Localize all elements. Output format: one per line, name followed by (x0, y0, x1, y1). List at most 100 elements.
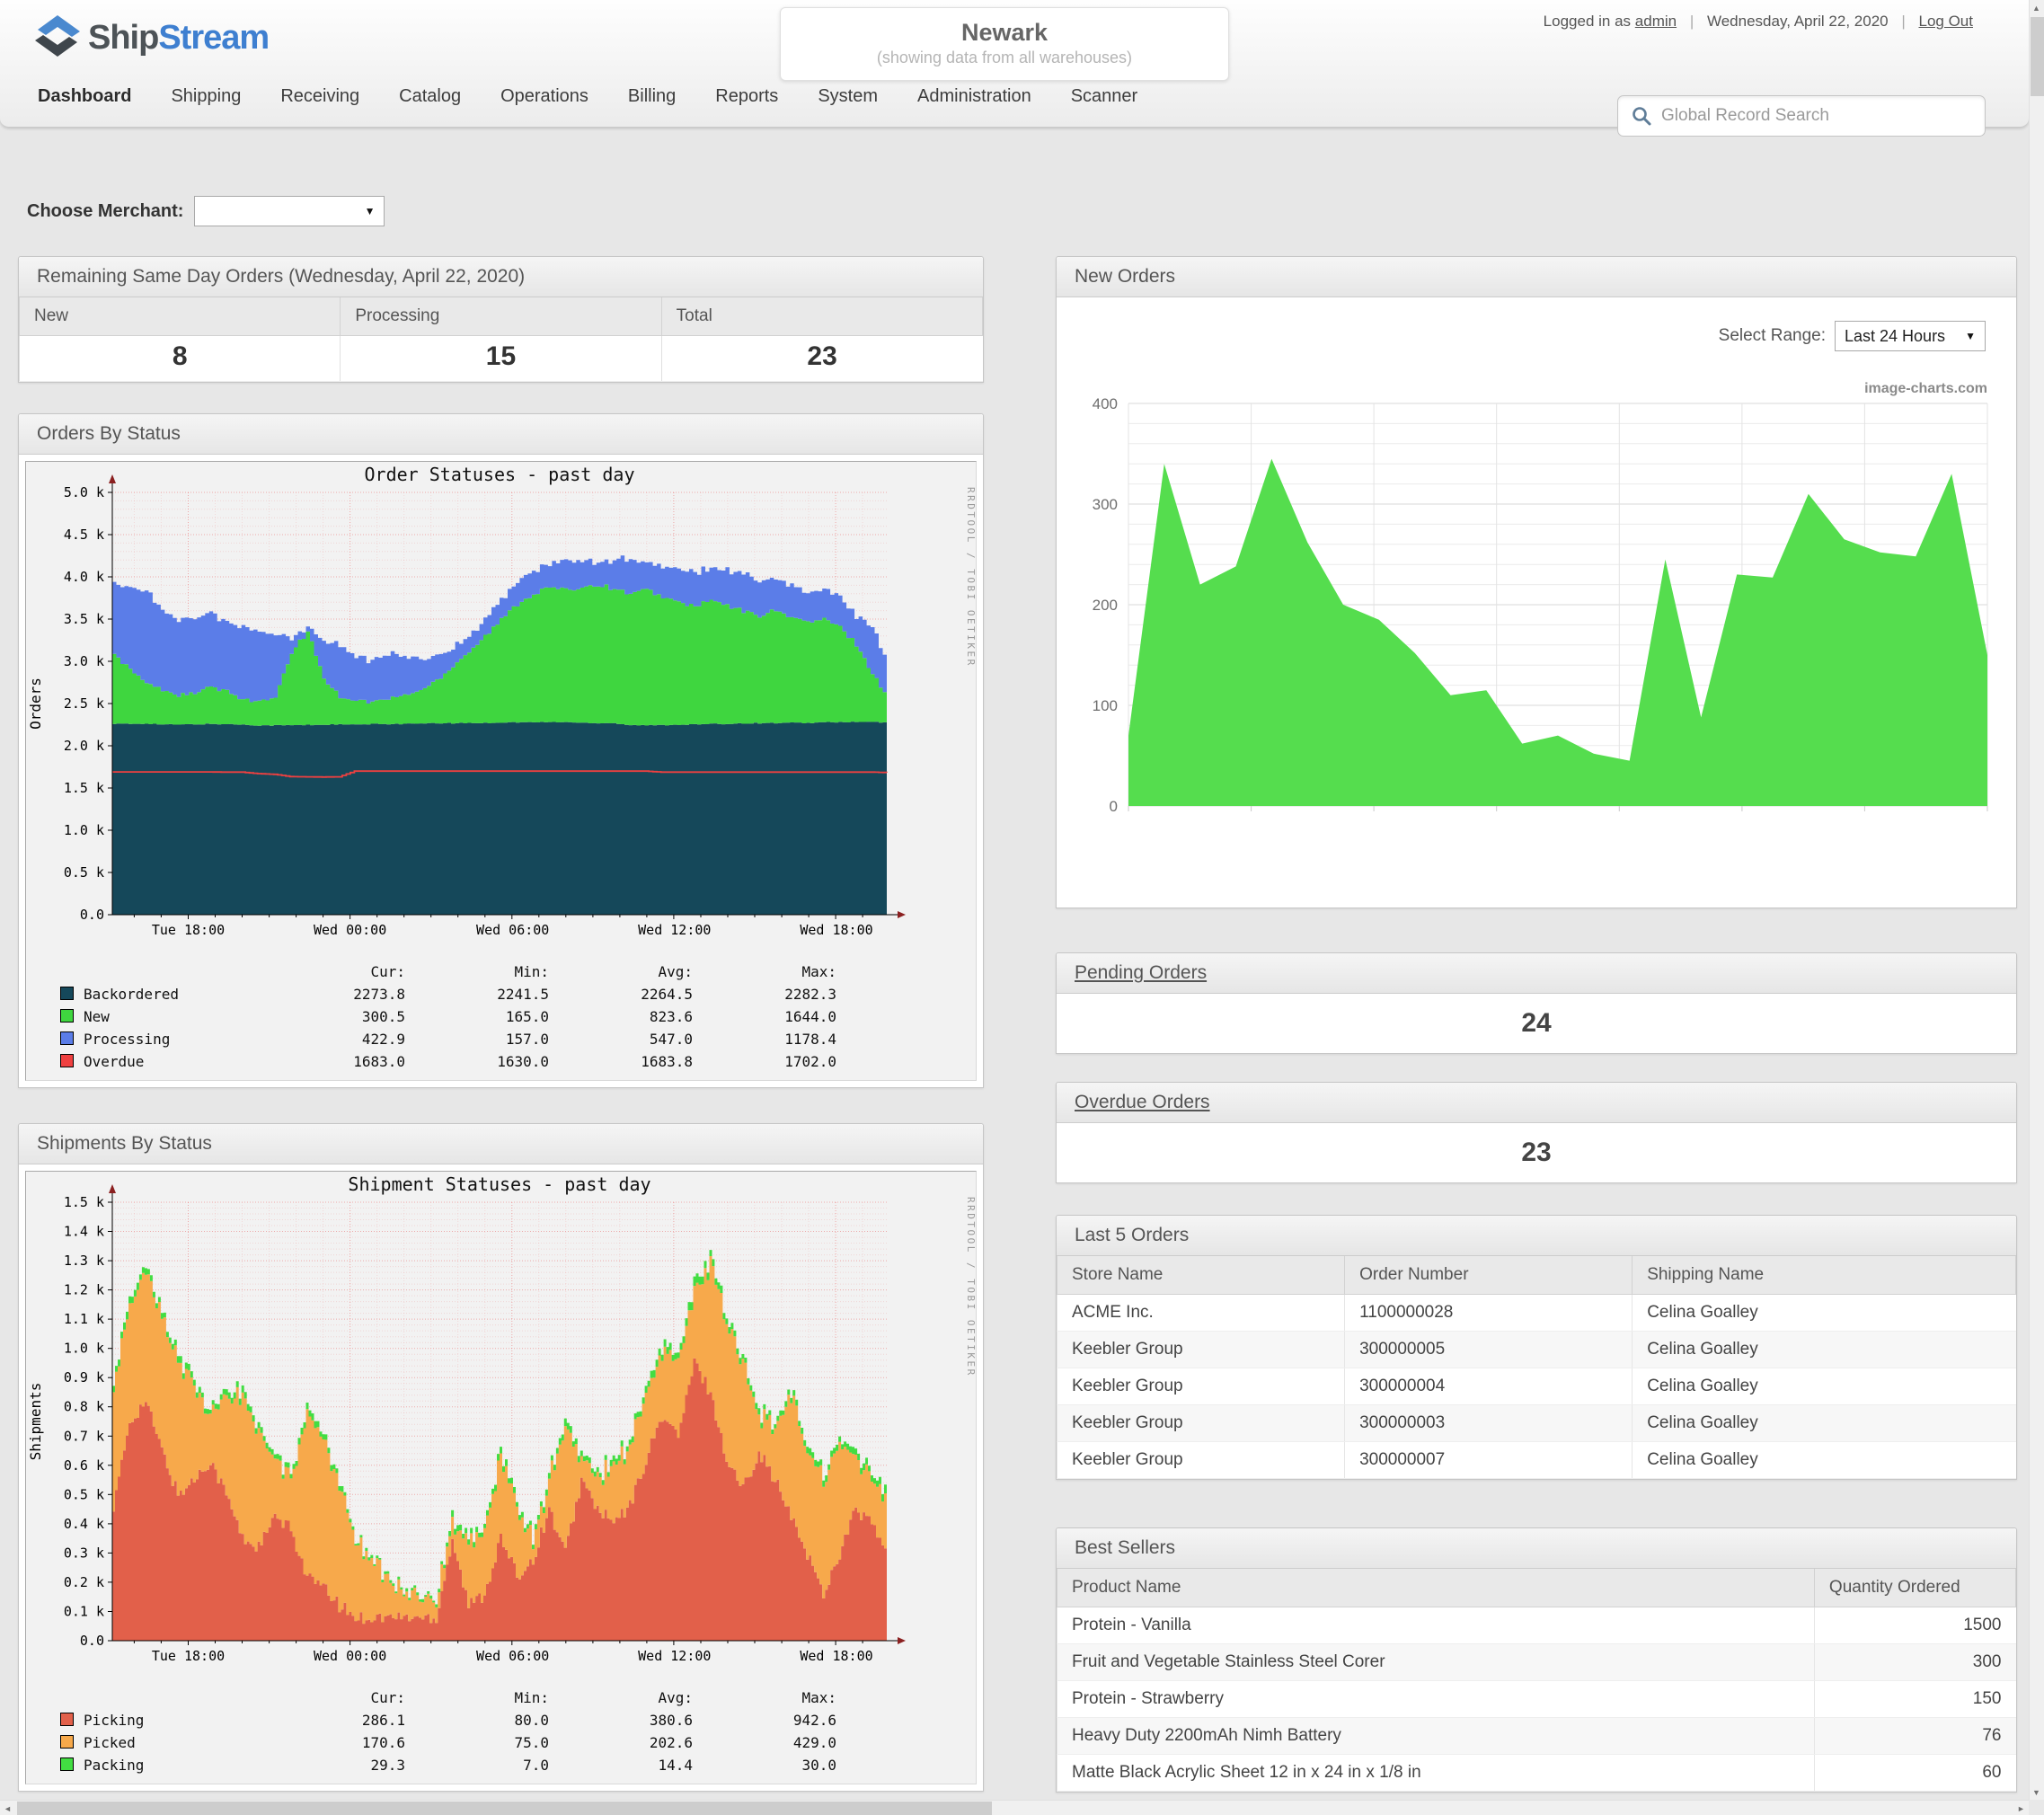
svg-text:1.0 k: 1.0 k (64, 1341, 104, 1357)
svg-text:2.5 k: 2.5 k (64, 695, 104, 712)
stat-value: 23 (661, 336, 982, 382)
shipping-name-cell: Celina Goalley (1633, 1332, 2016, 1368)
logout-link[interactable]: Log Out (1919, 13, 1974, 30)
quantity-cell: 300 (1814, 1644, 2015, 1681)
legend-header: Cur:Min:Avg:Max: (53, 961, 976, 983)
vertical-scrollbar[interactable]: ▲ ▼ (2029, 0, 2044, 1815)
scroll-right-icon[interactable]: ► (2013, 1801, 2029, 1815)
legend-row: Packing29.37.014.430.0 (53, 1754, 976, 1776)
column-header: Quantity Ordered (1814, 1569, 2015, 1607)
warehouse-card[interactable]: Newark (showing data from all warehouses… (780, 7, 1229, 81)
svg-text:0.6 k: 0.6 k (64, 1457, 104, 1474)
product-row: Heavy Duty 2200mAh Nimh Battery 76 (1057, 1718, 2016, 1755)
order-number-cell: 1100000028 (1345, 1295, 1633, 1332)
svg-text:0.5 k: 0.5 k (64, 864, 104, 881)
svg-text:200: 200 (1093, 597, 1118, 614)
column-header: Shipping Name (1633, 1256, 2016, 1295)
overdue-orders-link[interactable]: Overdue Orders (1075, 1092, 1210, 1113)
quantity-cell: 76 (1814, 1718, 2015, 1755)
svg-text:0.5 k: 0.5 k (64, 1486, 104, 1502)
svg-text:Orders: Orders (27, 677, 44, 730)
svg-text:Wed 18:00: Wed 18:00 (800, 922, 872, 938)
order-number-cell: 300000003 (1345, 1405, 1633, 1442)
scroll-down-icon[interactable]: ▼ (2029, 1784, 2044, 1800)
svg-text:Tue 18:00: Tue 18:00 (152, 1648, 225, 1664)
range-select[interactable]: Last 24 Hours ▼ (1835, 321, 1986, 351)
shipments_by_status-svg: 0.00.1 k0.2 k0.3 k0.4 k0.5 k0.6 k0.7 k0.… (26, 1172, 975, 1680)
nav-item[interactable]: Shipping (171, 86, 241, 107)
order-number-cell: 300000004 (1345, 1368, 1633, 1405)
legend-row: Backordered2273.82241.52264.52282.3 (53, 983, 976, 1005)
scroll-up-icon[interactable]: ▲ (2029, 0, 2044, 15)
svg-text:0.8 k: 0.8 k (64, 1399, 104, 1415)
legend-row: Picking286.180.0380.6942.6 (53, 1709, 976, 1731)
pending-orders-link[interactable]: Pending Orders (1075, 962, 1207, 984)
scroll-left-icon[interactable]: ◄ (0, 1801, 15, 1815)
column-header: Processing (341, 297, 661, 336)
product-name-cell: Protein - Strawberry (1057, 1681, 1815, 1718)
session-prefix: Logged in as (1544, 13, 1631, 30)
order-row[interactable]: Keebler Group 300000005 Celina Goalley (1057, 1332, 2016, 1368)
nav-item[interactable]: Administration (917, 86, 1031, 107)
quantity-cell: 1500 (1814, 1607, 2015, 1644)
dashboard-page: ShipStream Newark (showing data from all… (0, 0, 2044, 1815)
product-name-cell: Matte Black Acrylic Sheet 12 in x 24 in … (1057, 1755, 1815, 1792)
vertical-scroll-thumb[interactable] (2031, 17, 2044, 96)
select-range-label: Select Range: (1719, 326, 1826, 346)
legend-row: New300.5165.0823.61644.0 (53, 1005, 976, 1028)
remaining-same-day-orders-panel: Remaining Same Day Orders (Wednesday, Ap… (18, 256, 984, 383)
horizontal-scroll-thumb[interactable] (17, 1802, 992, 1815)
shipments-by-status-panel: Shipments By Status 0.00.1 k0.2 k0.3 k0.… (18, 1123, 984, 1792)
svg-text:Wed 18:00: Wed 18:00 (800, 1648, 872, 1664)
merchant-select[interactable]: ▼ (194, 196, 385, 226)
warehouse-subtitle: (showing data from all warehouses) (781, 49, 1228, 67)
order-number-cell: 300000007 (1345, 1442, 1633, 1479)
table-header-row: Store NameOrder NumberShipping Name (1057, 1256, 2016, 1295)
stat-value: 15 (341, 336, 661, 382)
product-row: Matte Black Acrylic Sheet 12 in x 24 in … (1057, 1755, 2016, 1792)
global-search[interactable] (1617, 95, 1986, 137)
nav-item[interactable]: System (818, 86, 878, 107)
order-row[interactable]: Keebler Group 300000004 Celina Goalley (1057, 1368, 2016, 1405)
svg-text:Wed 00:00: Wed 00:00 (314, 1648, 386, 1664)
shipstream-logo[interactable]: ShipStream (34, 14, 269, 62)
nav-item[interactable]: Catalog (399, 86, 461, 107)
nav-item[interactable]: Dashboard (38, 86, 131, 107)
overdue-orders-value: 23 (1057, 1123, 2016, 1182)
svg-text:1.5 k: 1.5 k (64, 780, 104, 796)
orders_by_status-legend: Cur:Min:Avg:Max:Backordered2273.82241.52… (53, 961, 976, 1073)
separator: | (1690, 13, 1694, 30)
svg-text:Wed 00:00: Wed 00:00 (314, 922, 386, 938)
warehouse-name: Newark (781, 19, 1228, 47)
nav-item[interactable]: Receiving (280, 86, 359, 107)
column-header: New (20, 297, 341, 336)
nav-item[interactable]: Billing (628, 86, 676, 107)
order-row[interactable]: Keebler Group 300000003 Celina Goalley (1057, 1405, 2016, 1442)
remaining-header-row: NewProcessingTotal (20, 297, 983, 336)
order-row[interactable]: ACME Inc. 1100000028 Celina Goalley (1057, 1295, 2016, 1332)
order-row[interactable]: Keebler Group 300000007 Celina Goalley (1057, 1442, 2016, 1479)
shipstream-logo-icon (34, 14, 81, 62)
svg-text:RRDTOOL / TOBI OETIKER: RRDTOOL / TOBI OETIKER (965, 487, 975, 668)
horizontal-scrollbar[interactable]: ◄ ► (0, 1800, 2029, 1815)
nav-item[interactable]: Scanner (1071, 86, 1138, 107)
product-row: Fruit and Vegetable Stainless Steel Core… (1057, 1644, 2016, 1681)
svg-text:Wed 06:00: Wed 06:00 (476, 922, 549, 938)
nav-item[interactable]: Operations (500, 86, 588, 107)
remaining-value-row: 81523 (20, 336, 983, 382)
svg-text:1.1 k: 1.1 k (64, 1311, 104, 1327)
svg-text:Shipments: Shipments (27, 1383, 44, 1461)
svg-text:image-charts.com: image-charts.com (1864, 381, 1987, 396)
shipping-name-cell: Celina Goalley (1633, 1442, 2016, 1479)
shipments-status-chart: 0.00.1 k0.2 k0.3 k0.4 k0.5 k0.6 k0.7 k0.… (25, 1171, 977, 1784)
legend-header: Cur:Min:Avg:Max: (53, 1687, 976, 1709)
admin-link[interactable]: admin (1635, 13, 1677, 30)
nav-item[interactable]: Reports (715, 86, 778, 107)
last-5-orders-panel: Last 5 Orders Store NameOrder NumberShip… (1056, 1215, 2017, 1480)
search-input[interactable] (1661, 106, 1985, 126)
svg-text:400: 400 (1093, 395, 1118, 412)
search-icon (1631, 105, 1652, 127)
svg-text:1.0 k: 1.0 k (64, 822, 104, 838)
range-select-value: Last 24 Hours (1845, 327, 1945, 346)
svg-text:0: 0 (1110, 798, 1118, 815)
